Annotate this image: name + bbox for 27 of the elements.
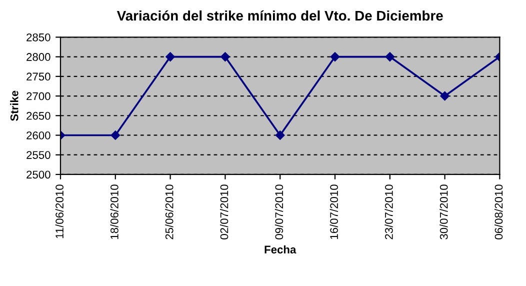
point (110, 130, 120, 140)
point (440, 91, 450, 101)
x-tick-label: 02/07/2010 (220, 184, 228, 240)
y-tick-label: 2650 (26, 112, 50, 120)
x-tick-label: 23/07/2010 (384, 184, 393, 240)
y-tick-label: 2800 (26, 53, 50, 61)
y-tick-label: 2550 (26, 151, 50, 159)
chart-title: Variación del strike mínimo del Vto. De Diciembre (116, 10, 443, 21)
point (330, 52, 340, 62)
x-tick-label: 25/06/2010 (165, 184, 174, 240)
x-tick-label: 09/07/2010 (274, 184, 284, 240)
x-tick-label: 11/06/2010 (55, 184, 64, 238)
x-tick-label: 06/08/2010 (494, 184, 503, 240)
y-tick-label: 2500 (26, 170, 50, 179)
y-tick-label: 2600 (26, 132, 50, 140)
point (220, 52, 230, 62)
y-tick-label: 2850 (26, 33, 50, 42)
x-tick-label: 30/07/2010 (440, 184, 448, 240)
y-tick-label: 2700 (26, 92, 50, 100)
y-axis-title: Strike (10, 90, 18, 121)
y-tick-label: 2750 (26, 72, 50, 81)
x-axis-title: Fecha (264, 245, 296, 254)
x-tick-label: 18/06/2010 (110, 184, 118, 239)
point (275, 130, 285, 140)
point (166, 52, 175, 62)
point (385, 52, 395, 62)
x-tick-label: 16/07/2010 (330, 184, 338, 239)
